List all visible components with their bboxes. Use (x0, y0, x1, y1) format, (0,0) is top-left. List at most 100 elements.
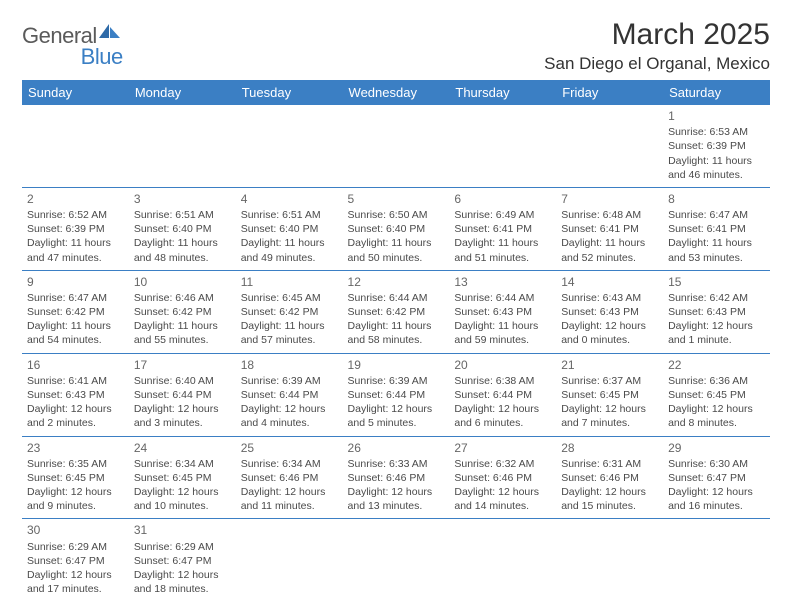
calendar-row: 2Sunrise: 6:52 AMSunset: 6:39 PMDaylight… (22, 187, 770, 270)
day-number: 15 (668, 274, 765, 290)
calendar-cell: 8Sunrise: 6:47 AMSunset: 6:41 PMDaylight… (663, 187, 770, 270)
day-number: 5 (348, 191, 445, 207)
month-title: March 2025 (544, 18, 770, 52)
sunrise-text: Sunrise: 6:48 AM (561, 208, 658, 222)
calendar-cell: 31Sunrise: 6:29 AMSunset: 6:47 PMDayligh… (129, 519, 236, 601)
calendar-cell: 10Sunrise: 6:46 AMSunset: 6:42 PMDayligh… (129, 270, 236, 353)
sunset-text: Sunset: 6:46 PM (241, 471, 338, 485)
day-number: 9 (27, 274, 124, 290)
day-number: 20 (454, 357, 551, 373)
daylight-text: Daylight: 12 hours and 17 minutes. (27, 568, 124, 596)
sunrise-text: Sunrise: 6:33 AM (348, 457, 445, 471)
day-number: 31 (134, 522, 231, 538)
calendar-cell: 25Sunrise: 6:34 AMSunset: 6:46 PMDayligh… (236, 436, 343, 519)
calendar-cell: 11Sunrise: 6:45 AMSunset: 6:42 PMDayligh… (236, 270, 343, 353)
daylight-text: Daylight: 11 hours and 47 minutes. (27, 236, 124, 264)
sunrise-text: Sunrise: 6:39 AM (348, 374, 445, 388)
sunset-text: Sunset: 6:39 PM (668, 139, 765, 153)
calendar-cell (449, 105, 556, 187)
logo-sail-icon (99, 22, 121, 43)
calendar-cell (556, 105, 663, 187)
day-number: 25 (241, 440, 338, 456)
sunrise-text: Sunrise: 6:34 AM (134, 457, 231, 471)
day-number: 10 (134, 274, 231, 290)
calendar-cell (343, 519, 450, 601)
sunset-text: Sunset: 6:46 PM (348, 471, 445, 485)
day-number: 24 (134, 440, 231, 456)
calendar-cell: 3Sunrise: 6:51 AMSunset: 6:40 PMDaylight… (129, 187, 236, 270)
sunset-text: Sunset: 6:44 PM (348, 388, 445, 402)
daylight-text: Daylight: 12 hours and 13 minutes. (348, 485, 445, 513)
calendar-cell (236, 105, 343, 187)
day-number: 2 (27, 191, 124, 207)
day-number: 26 (348, 440, 445, 456)
sunrise-text: Sunrise: 6:38 AM (454, 374, 551, 388)
daylight-text: Daylight: 12 hours and 11 minutes. (241, 485, 338, 513)
sunrise-text: Sunrise: 6:35 AM (27, 457, 124, 471)
sunrise-text: Sunrise: 6:51 AM (241, 208, 338, 222)
sunrise-text: Sunrise: 6:32 AM (454, 457, 551, 471)
day-number: 22 (668, 357, 765, 373)
calendar-row: 16Sunrise: 6:41 AMSunset: 6:43 PMDayligh… (22, 353, 770, 436)
daylight-text: Daylight: 11 hours and 48 minutes. (134, 236, 231, 264)
calendar-cell (22, 105, 129, 187)
sunset-text: Sunset: 6:43 PM (668, 305, 765, 319)
title-block: March 2025 San Diego el Organal, Mexico (544, 18, 770, 74)
sunrise-text: Sunrise: 6:29 AM (134, 540, 231, 554)
calendar-row: 23Sunrise: 6:35 AMSunset: 6:45 PMDayligh… (22, 436, 770, 519)
day-number: 28 (561, 440, 658, 456)
calendar-cell: 12Sunrise: 6:44 AMSunset: 6:42 PMDayligh… (343, 270, 450, 353)
weekday-header: Sunday (22, 80, 129, 105)
sunset-text: Sunset: 6:46 PM (561, 471, 658, 485)
daylight-text: Daylight: 12 hours and 5 minutes. (348, 402, 445, 430)
sunrise-text: Sunrise: 6:52 AM (27, 208, 124, 222)
calendar-cell: 13Sunrise: 6:44 AMSunset: 6:43 PMDayligh… (449, 270, 556, 353)
sunset-text: Sunset: 6:45 PM (27, 471, 124, 485)
day-number: 1 (668, 108, 765, 124)
calendar-cell (663, 519, 770, 601)
daylight-text: Daylight: 11 hours and 49 minutes. (241, 236, 338, 264)
day-number: 21 (561, 357, 658, 373)
sunset-text: Sunset: 6:42 PM (348, 305, 445, 319)
day-number: 7 (561, 191, 658, 207)
sunset-text: Sunset: 6:45 PM (134, 471, 231, 485)
day-number: 12 (348, 274, 445, 290)
day-number: 8 (668, 191, 765, 207)
sunrise-text: Sunrise: 6:41 AM (27, 374, 124, 388)
daylight-text: Daylight: 12 hours and 1 minute. (668, 319, 765, 347)
sunrise-text: Sunrise: 6:37 AM (561, 374, 658, 388)
sunset-text: Sunset: 6:42 PM (241, 305, 338, 319)
weekday-header: Monday (129, 80, 236, 105)
sunrise-text: Sunrise: 6:30 AM (668, 457, 765, 471)
daylight-text: Daylight: 11 hours and 55 minutes. (134, 319, 231, 347)
daylight-text: Daylight: 12 hours and 16 minutes. (668, 485, 765, 513)
sunrise-text: Sunrise: 6:49 AM (454, 208, 551, 222)
daylight-text: Daylight: 11 hours and 54 minutes. (27, 319, 124, 347)
daylight-text: Daylight: 12 hours and 7 minutes. (561, 402, 658, 430)
daylight-text: Daylight: 12 hours and 18 minutes. (134, 568, 231, 596)
sunrise-text: Sunrise: 6:40 AM (134, 374, 231, 388)
sunset-text: Sunset: 6:40 PM (348, 222, 445, 236)
calendar-cell (449, 519, 556, 601)
calendar-cell: 5Sunrise: 6:50 AMSunset: 6:40 PMDaylight… (343, 187, 450, 270)
daylight-text: Daylight: 11 hours and 57 minutes. (241, 319, 338, 347)
calendar-row: 9Sunrise: 6:47 AMSunset: 6:42 PMDaylight… (22, 270, 770, 353)
calendar-cell (236, 519, 343, 601)
sunset-text: Sunset: 6:43 PM (454, 305, 551, 319)
header: General March 2025 San Diego el Organal,… (22, 18, 770, 74)
calendar-cell: 20Sunrise: 6:38 AMSunset: 6:44 PMDayligh… (449, 353, 556, 436)
sunrise-text: Sunrise: 6:44 AM (348, 291, 445, 305)
calendar-cell: 6Sunrise: 6:49 AMSunset: 6:41 PMDaylight… (449, 187, 556, 270)
day-number: 14 (561, 274, 658, 290)
weekday-header: Saturday (663, 80, 770, 105)
location: San Diego el Organal, Mexico (544, 54, 770, 74)
calendar-cell: 19Sunrise: 6:39 AMSunset: 6:44 PMDayligh… (343, 353, 450, 436)
daylight-text: Daylight: 12 hours and 2 minutes. (27, 402, 124, 430)
calendar-table: Sunday Monday Tuesday Wednesday Thursday… (22, 80, 770, 601)
sunset-text: Sunset: 6:41 PM (561, 222, 658, 236)
sunset-text: Sunset: 6:47 PM (27, 554, 124, 568)
logo-text-blue: Blue (81, 44, 123, 70)
calendar-cell: 1Sunrise: 6:53 AMSunset: 6:39 PMDaylight… (663, 105, 770, 187)
daylight-text: Daylight: 11 hours and 52 minutes. (561, 236, 658, 264)
daylight-text: Daylight: 11 hours and 50 minutes. (348, 236, 445, 264)
